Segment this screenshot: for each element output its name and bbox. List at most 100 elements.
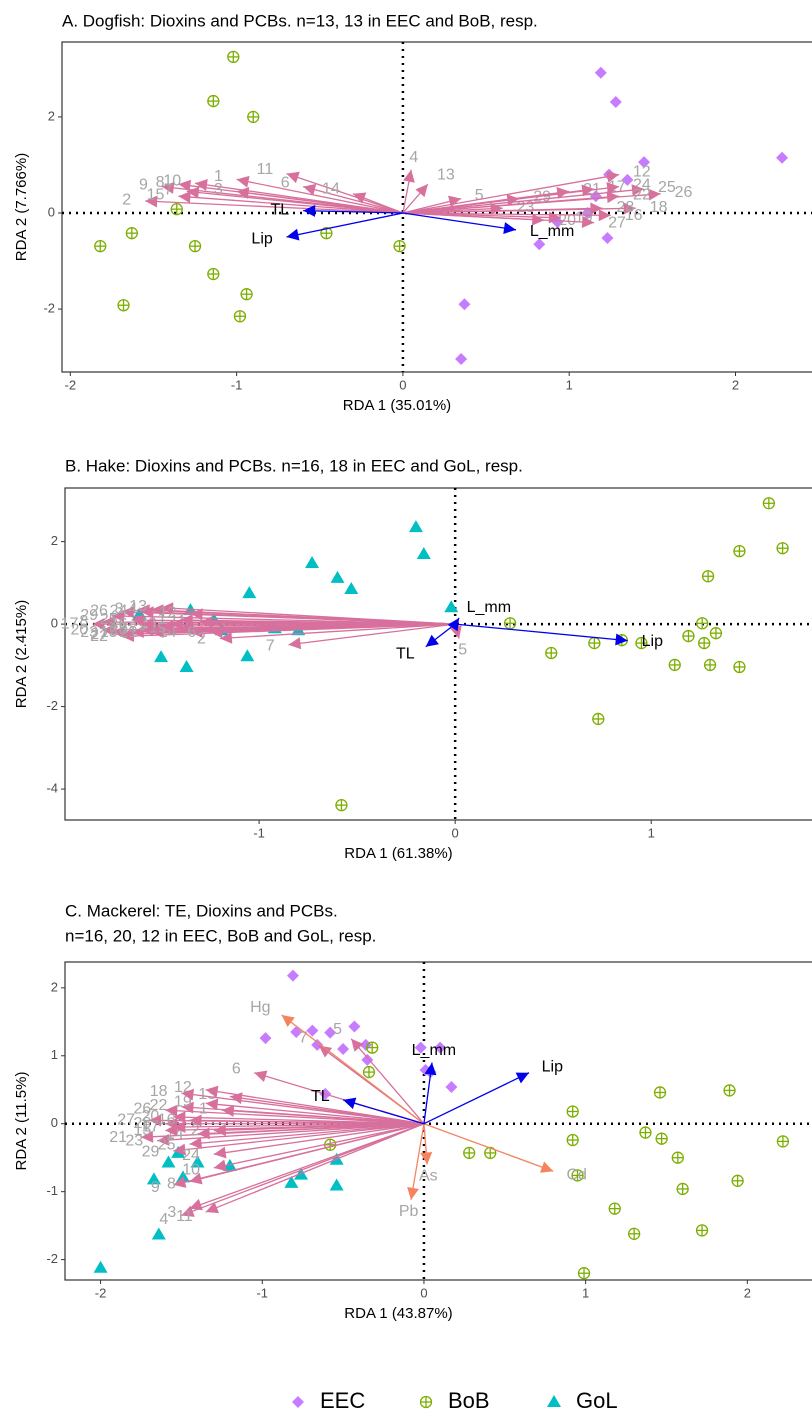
arrow bbox=[189, 1123, 425, 1185]
arrow-head bbox=[161, 620, 174, 633]
arrow-head bbox=[353, 192, 367, 204]
arrow-head bbox=[151, 622, 164, 635]
arrow-shaft bbox=[157, 1123, 424, 1142]
arrow-head bbox=[173, 1176, 187, 1188]
arrow-label: 6 bbox=[232, 1061, 241, 1078]
arrow-shaft bbox=[205, 1123, 425, 1213]
arrow-label: 7 bbox=[299, 1030, 308, 1047]
arrow-shaft bbox=[189, 1123, 425, 1183]
arrow-head bbox=[590, 202, 603, 215]
arrow-label: 20 bbox=[70, 622, 88, 639]
point bbox=[188, 239, 202, 253]
arrow bbox=[288, 623, 456, 650]
arrow-shaft bbox=[402, 195, 620, 214]
arrow-label: 5 bbox=[333, 1021, 342, 1038]
arrow-head bbox=[205, 1098, 219, 1111]
point bbox=[533, 238, 546, 251]
arrow-label: 15 bbox=[147, 187, 165, 204]
x-tick-label: 1 bbox=[582, 1285, 589, 1300]
arrow-label: Lip bbox=[542, 1059, 563, 1076]
arrow-label: TL bbox=[396, 645, 415, 662]
legend: EEC BoB GoL bbox=[292, 1388, 618, 1413]
arrow-head bbox=[623, 202, 636, 215]
point bbox=[207, 94, 220, 108]
point bbox=[592, 712, 605, 726]
arrow-shaft bbox=[205, 1102, 425, 1125]
y-tick-label: 2 bbox=[51, 979, 58, 994]
arrow-label: 29 bbox=[80, 607, 98, 624]
point bbox=[146, 1172, 161, 1185]
point bbox=[292, 1396, 304, 1408]
arrow-head bbox=[403, 169, 415, 183]
arrow-label: 27 bbox=[608, 214, 626, 231]
arrow-head bbox=[140, 1130, 154, 1143]
arrow-label: 22 bbox=[633, 186, 651, 203]
arrow bbox=[350, 1038, 425, 1125]
arrow-head bbox=[447, 617, 460, 632]
point bbox=[776, 1135, 790, 1148]
arrow-label: 18 bbox=[650, 199, 668, 216]
arrow-label: 6 bbox=[187, 624, 196, 641]
y-tick-label: 2 bbox=[51, 533, 58, 548]
point bbox=[709, 627, 723, 640]
point bbox=[608, 1202, 621, 1215]
point bbox=[682, 629, 695, 643]
arrow-head bbox=[648, 188, 661, 201]
point bbox=[627, 1227, 641, 1240]
point bbox=[434, 1041, 447, 1054]
arrow bbox=[236, 186, 403, 214]
point bbox=[361, 1053, 374, 1066]
arrow-shaft bbox=[286, 212, 404, 238]
arrow bbox=[402, 182, 620, 214]
arrow-label: 26 bbox=[675, 184, 693, 201]
arrow-head bbox=[539, 1161, 554, 1173]
point bbox=[445, 1081, 458, 1094]
arrow-label: 13 bbox=[437, 166, 455, 183]
x-tick-label: -1 bbox=[231, 377, 243, 392]
point bbox=[305, 556, 320, 569]
point bbox=[762, 497, 776, 510]
arrow-head bbox=[145, 195, 158, 208]
point bbox=[635, 636, 648, 650]
arrow-head bbox=[141, 606, 154, 619]
arrow-shaft bbox=[342, 1099, 425, 1125]
arrow-shaft bbox=[181, 1092, 425, 1125]
point bbox=[337, 1042, 350, 1055]
arrow-label: 19 bbox=[174, 1093, 192, 1110]
arrow-label: TL bbox=[311, 1088, 330, 1105]
arrow-label: L_mm bbox=[467, 599, 511, 616]
arrow-head bbox=[303, 183, 317, 196]
arrow-label: 9 bbox=[139, 176, 148, 193]
arrow bbox=[402, 183, 429, 214]
arrow-shaft bbox=[302, 185, 404, 214]
point bbox=[170, 203, 183, 216]
arrow bbox=[157, 1123, 424, 1146]
arrow bbox=[189, 1114, 424, 1127]
point bbox=[723, 1084, 736, 1097]
arrow-head bbox=[181, 1088, 195, 1101]
point bbox=[151, 1227, 166, 1240]
x-tick-label: 1 bbox=[648, 825, 655, 840]
arrow-head bbox=[221, 1104, 235, 1117]
panel: A. Dogfish: Dioxins and PCBs. n=13, 13 i… bbox=[13, 11, 812, 414]
arrow-head bbox=[286, 228, 300, 241]
arrow-label: 26 bbox=[90, 603, 108, 620]
arrow-label: 18 bbox=[119, 620, 137, 637]
y-tick-label: 0 bbox=[48, 204, 55, 219]
point bbox=[463, 1146, 476, 1160]
arrow bbox=[131, 614, 456, 627]
arrow bbox=[303, 204, 403, 217]
arrow-head bbox=[286, 171, 300, 184]
point bbox=[176, 1170, 191, 1183]
point bbox=[696, 617, 709, 630]
arrow-label: 22 bbox=[90, 628, 108, 645]
arrow-shaft bbox=[281, 1014, 425, 1125]
arrow bbox=[189, 1123, 425, 1150]
plot-frame bbox=[64, 487, 812, 821]
arrow-head bbox=[515, 1072, 530, 1084]
arrow-shaft bbox=[402, 188, 645, 214]
arrow-label: L_mm bbox=[530, 223, 574, 240]
x-tick-label: -1 bbox=[256, 1285, 268, 1300]
arrow-label: 3 bbox=[214, 181, 223, 198]
point bbox=[588, 636, 601, 650]
